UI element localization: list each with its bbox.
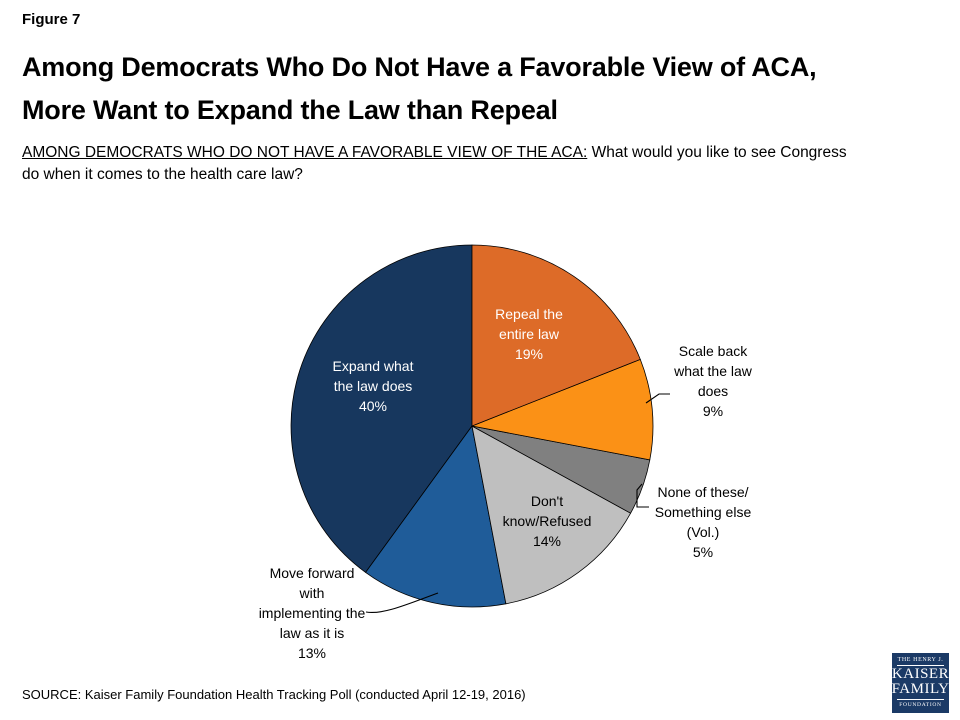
kff-logo-family-text: FAMILY (891, 681, 950, 697)
survey-question-underlined: AMONG DEMOCRATS WHO DO NOT HAVE A FAVORA… (22, 144, 588, 161)
leader-line-none-something-else (636, 483, 649, 508)
page-title: Among Democrats Who Do Not Have a Favora… (22, 52, 817, 125)
pie-slice-dont-know-refused (471, 425, 631, 605)
slice-label-none-something-else: None of these/ Something else (Vol.) 5% (654, 484, 752, 560)
survey-question: AMONG DEMOCRATS WHO DO NOT HAVE A FAVORA… (22, 142, 927, 186)
leader-line-move-forward (365, 592, 439, 614)
pie-slice-expand (290, 244, 473, 573)
leader-line-scale-back (645, 393, 670, 404)
source-note: SOURCE: Kaiser Family Foundation Health … (22, 687, 526, 702)
kff-logo-kaiser-text: KAISER (891, 666, 950, 682)
kff-logo-foundation-text: FOUNDATION (897, 699, 944, 708)
slice-label-repeal: Repeal the entire law 19% (495, 306, 563, 362)
pie-slice-move-forward (365, 425, 507, 608)
pie-slice-scale-back (471, 359, 654, 461)
pie-slice-repeal (471, 244, 641, 427)
slice-label-scale-back: Scale back what the law does 9% (674, 343, 752, 419)
slice-label-dont-know-refused: Don't know/Refused 14% (502, 493, 592, 549)
survey-question-rest: What would you like to see Congress do w… (22, 144, 847, 183)
kff-logo: THE HENRY J. KAISER FAMILY FOUNDATION (892, 653, 949, 713)
slice-label-move-forward: Move forward with implementing the law a… (258, 565, 366, 661)
slice-label-expand: Expand what the law does 40% (332, 358, 414, 414)
figure-number: Figure 7 (22, 11, 81, 28)
kff-logo-top-text: THE HENRY J. (897, 657, 944, 666)
